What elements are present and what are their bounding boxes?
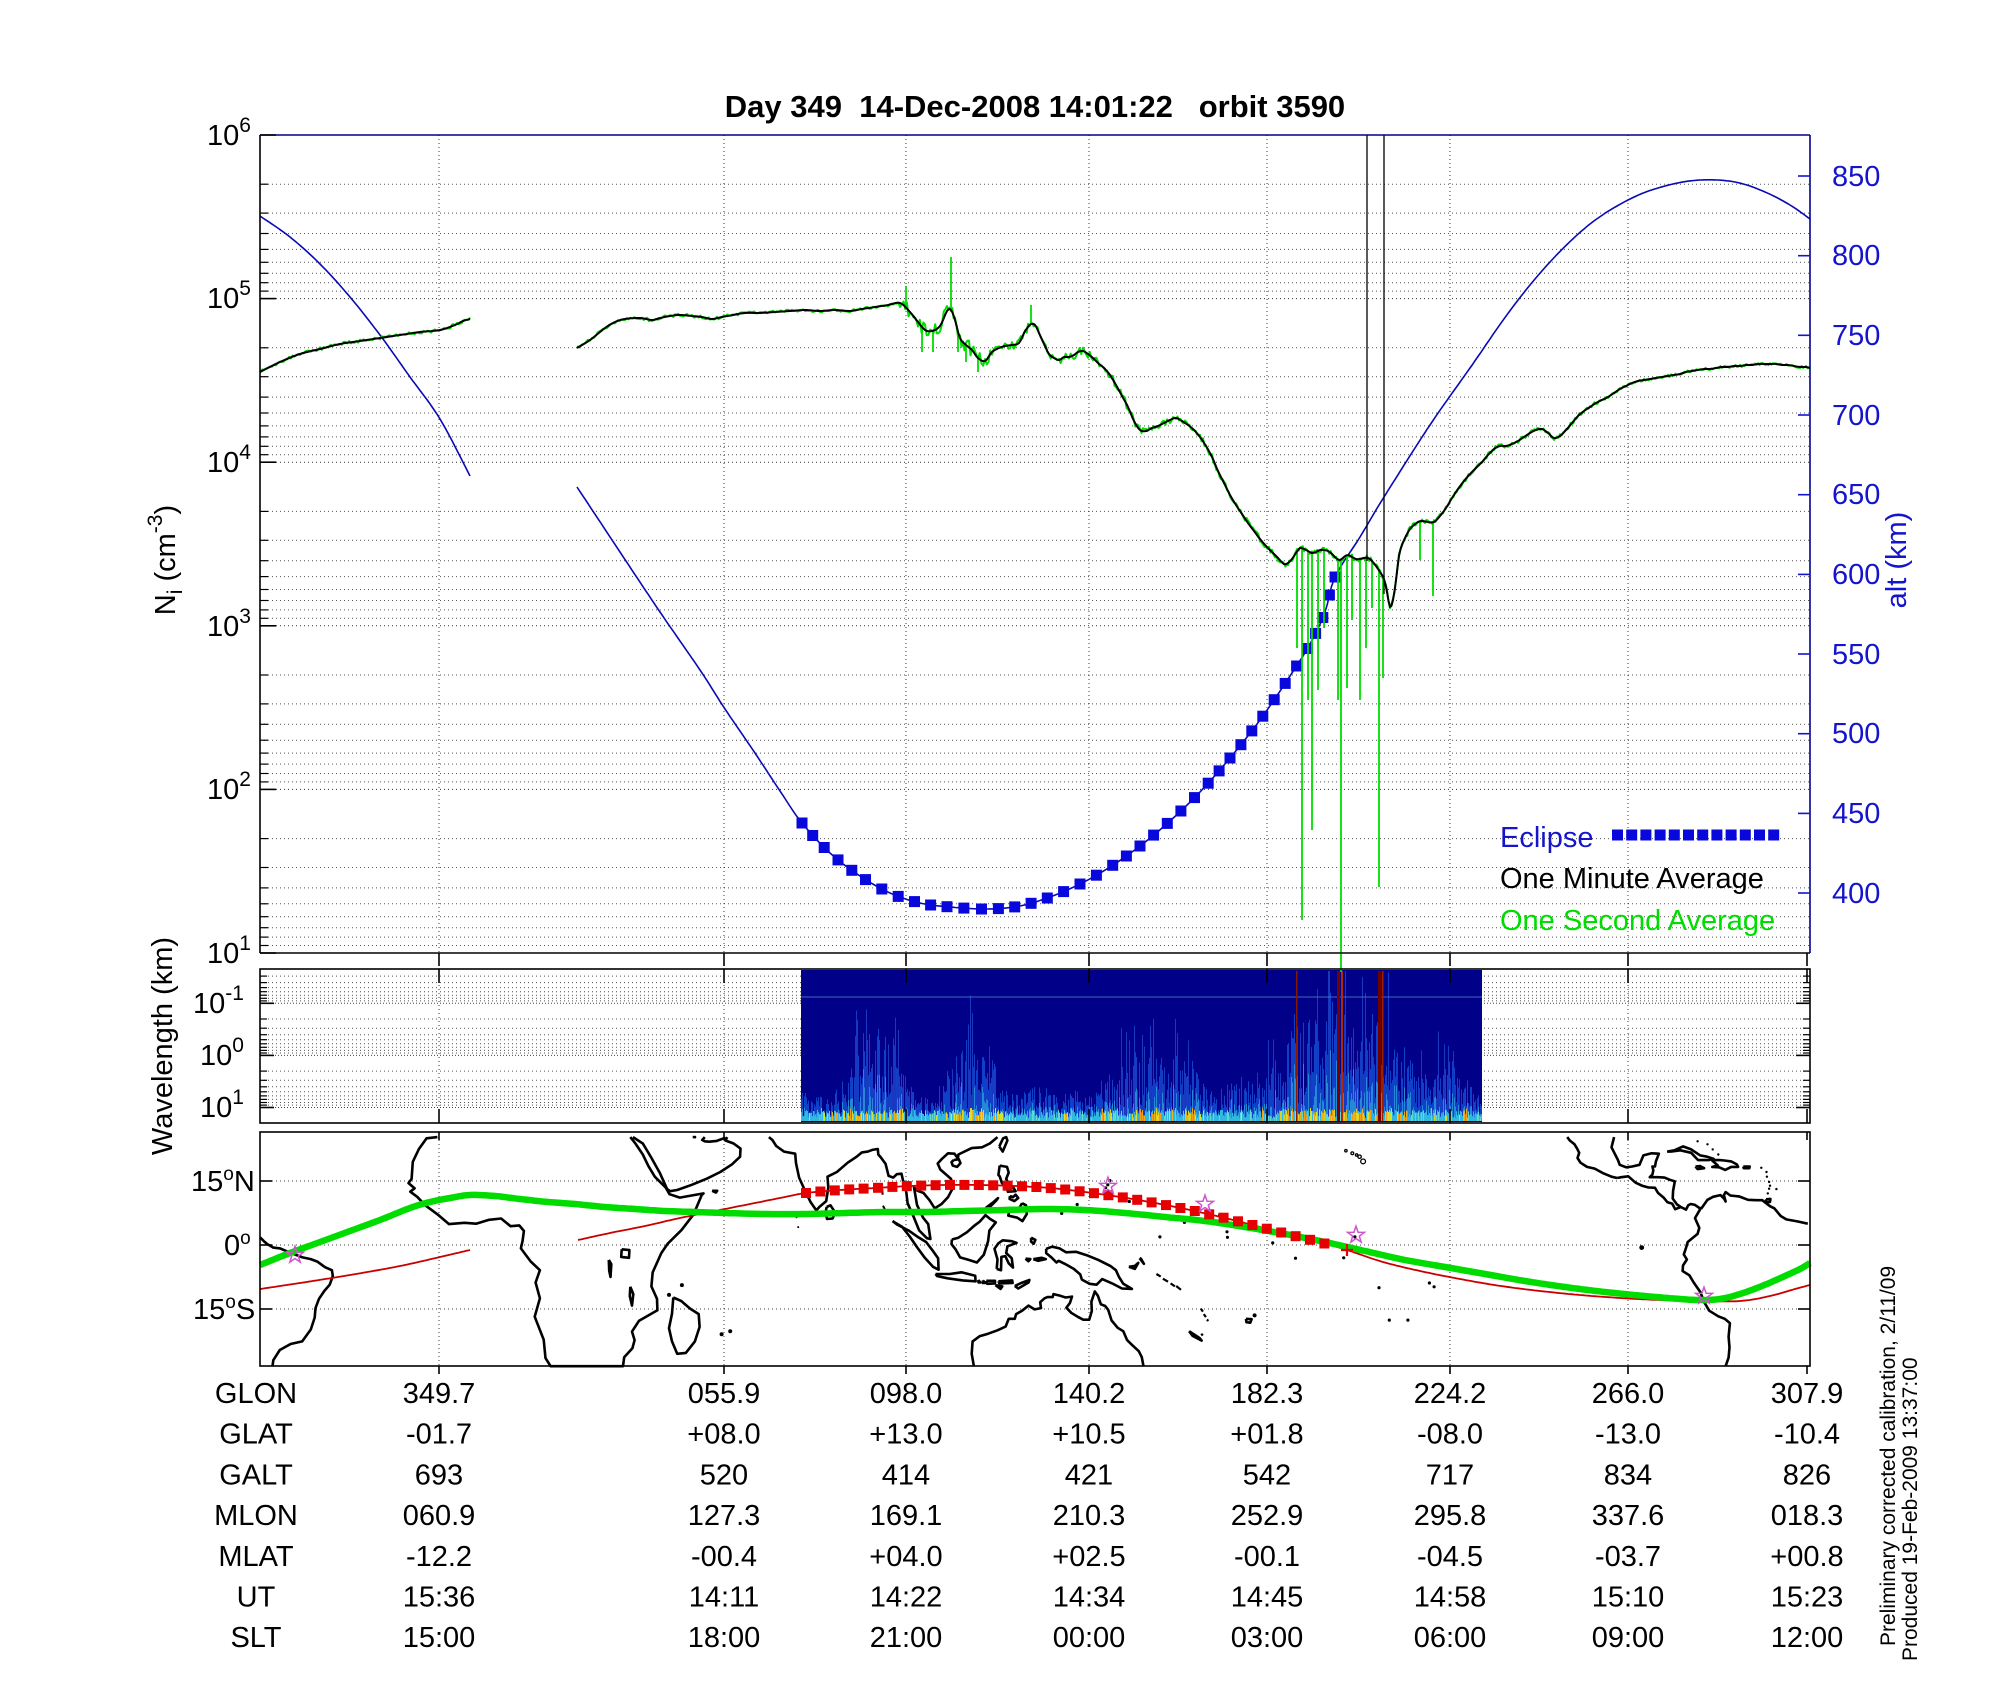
svg-text:+01.8: +01.8 <box>1230 1419 1303 1451</box>
svg-text:800: 800 <box>1832 240 1880 272</box>
svg-text:SLT: SLT <box>230 1622 281 1654</box>
svg-text:717: 717 <box>1426 1459 1474 1491</box>
svg-text:09:00: 09:00 <box>1592 1622 1665 1654</box>
svg-text:600: 600 <box>1832 559 1880 591</box>
svg-text:-00.4: -00.4 <box>691 1541 757 1573</box>
svg-text:GLON: GLON <box>215 1378 297 1410</box>
svg-text:06:00: 06:00 <box>1414 1622 1487 1654</box>
svg-text:826: 826 <box>1783 1459 1831 1491</box>
svg-text:+02.5: +02.5 <box>1052 1541 1125 1573</box>
svg-text:15oS: 15oS <box>193 1292 255 1326</box>
svg-text:+10.5: +10.5 <box>1052 1419 1125 1451</box>
svg-text:400: 400 <box>1832 878 1880 910</box>
svg-text:650: 650 <box>1832 479 1880 511</box>
svg-text:-12.2: -12.2 <box>406 1541 472 1573</box>
svg-text:210.3: 210.3 <box>1053 1500 1126 1532</box>
svg-text:14:11: 14:11 <box>689 1582 759 1614</box>
svg-text:+13.0: +13.0 <box>869 1419 942 1451</box>
svg-text:15oN: 15oN <box>191 1164 255 1198</box>
svg-text:-03.7: -03.7 <box>1595 1541 1661 1573</box>
svg-text:MLON: MLON <box>214 1500 298 1532</box>
svg-text:307.9: 307.9 <box>1771 1378 1844 1410</box>
svg-text:21:00: 21:00 <box>870 1622 943 1654</box>
svg-text:550: 550 <box>1832 639 1880 671</box>
svg-text:14:34: 14:34 <box>1053 1582 1126 1614</box>
svg-text:15:36: 15:36 <box>403 1582 476 1614</box>
svg-text:520: 520 <box>700 1459 748 1491</box>
svg-text:14:58: 14:58 <box>1414 1582 1487 1614</box>
svg-text:18:00: 18:00 <box>688 1622 761 1654</box>
svg-text:-04.5: -04.5 <box>1417 1541 1483 1573</box>
svg-text:542: 542 <box>1243 1459 1291 1491</box>
svg-text:Produced 19-Feb-2009 13:37:00: Produced 19-Feb-2009 13:37:00 <box>1899 1357 1922 1661</box>
svg-text:834: 834 <box>1604 1459 1652 1491</box>
svg-text:450: 450 <box>1832 798 1880 830</box>
svg-text:-01.7: -01.7 <box>406 1419 472 1451</box>
svg-text:14:22: 14:22 <box>870 1582 943 1614</box>
svg-text:693: 693 <box>415 1459 463 1491</box>
svg-text:055.9: 055.9 <box>688 1378 761 1410</box>
svg-text:266.0: 266.0 <box>1592 1378 1665 1410</box>
svg-text:UT: UT <box>237 1582 276 1614</box>
svg-text:-10.4: -10.4 <box>1774 1419 1840 1451</box>
svg-text:Day 349 14-Dec-2008 14:01:22: Day 349 14-Dec-2008 14:01:22 orbit 3590 <box>725 89 1345 124</box>
svg-text:140.2: 140.2 <box>1053 1378 1126 1410</box>
svg-text:295.8: 295.8 <box>1414 1500 1487 1532</box>
svg-text:MLAT: MLAT <box>218 1541 293 1573</box>
svg-text:One Minute Average: One Minute Average <box>1500 863 1764 895</box>
svg-text:GALT: GALT <box>219 1459 293 1491</box>
svg-text:414: 414 <box>882 1459 930 1491</box>
svg-text:421: 421 <box>1065 1459 1113 1491</box>
svg-text:500: 500 <box>1832 718 1880 750</box>
svg-text:-00.1: -00.1 <box>1234 1541 1300 1573</box>
svg-text:alt (km): alt (km) <box>1881 512 1913 609</box>
svg-text:One Second Average: One Second Average <box>1500 905 1775 937</box>
svg-text:252.9: 252.9 <box>1231 1500 1304 1532</box>
svg-text:700: 700 <box>1832 400 1880 432</box>
svg-text:750: 750 <box>1832 320 1880 352</box>
svg-text:00:00: 00:00 <box>1053 1622 1126 1654</box>
svg-text:349.7: 349.7 <box>403 1378 476 1410</box>
svg-text:060.9: 060.9 <box>403 1500 476 1532</box>
svg-text:182.3: 182.3 <box>1231 1378 1304 1410</box>
svg-text:Eclipse: Eclipse <box>1500 822 1594 854</box>
svg-text:+08.0: +08.0 <box>687 1419 760 1451</box>
svg-text:224.2: 224.2 <box>1414 1378 1487 1410</box>
svg-text:850: 850 <box>1832 161 1880 193</box>
svg-text:GLAT: GLAT <box>219 1419 293 1451</box>
svg-text:098.0: 098.0 <box>870 1378 943 1410</box>
svg-text:018.3: 018.3 <box>1771 1500 1844 1532</box>
svg-text:14:45: 14:45 <box>1231 1582 1304 1614</box>
svg-text:169.1: 169.1 <box>870 1500 943 1532</box>
svg-text:-13.0: -13.0 <box>1595 1419 1661 1451</box>
svg-text:127.3: 127.3 <box>688 1500 761 1532</box>
svg-text:15:00: 15:00 <box>403 1622 476 1654</box>
svg-text:12:00: 12:00 <box>1771 1622 1844 1654</box>
svg-text:Wavelength (km): Wavelength (km) <box>147 937 179 1155</box>
svg-text:337.6: 337.6 <box>1592 1500 1665 1532</box>
svg-text:Preliminary corrected calibrat: Preliminary corrected calibration, 2/11/… <box>1877 1266 1900 1646</box>
svg-text:15:23: 15:23 <box>1771 1582 1844 1614</box>
svg-text:-08.0: -08.0 <box>1417 1419 1483 1451</box>
svg-text:15:10: 15:10 <box>1592 1582 1665 1614</box>
svg-text:+04.0: +04.0 <box>869 1541 942 1573</box>
svg-text:03:00: 03:00 <box>1231 1622 1304 1654</box>
svg-text:+00.8: +00.8 <box>1770 1541 1843 1573</box>
